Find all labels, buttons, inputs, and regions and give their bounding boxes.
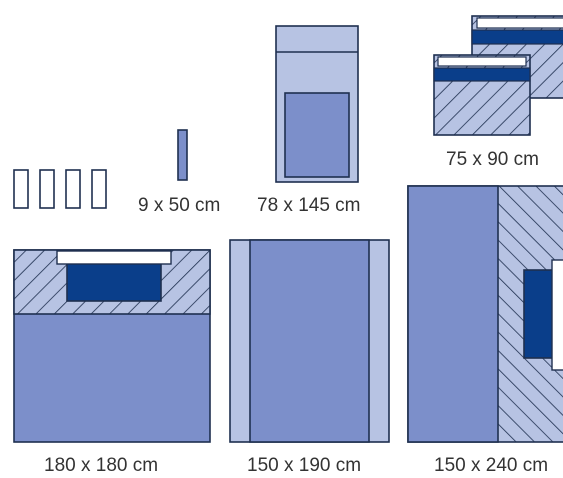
drape-150x190-shape bbox=[229, 239, 390, 443]
strip-drape bbox=[177, 129, 188, 181]
label-strip: 9 x 50 cm bbox=[138, 195, 221, 216]
drape-78x145-shape bbox=[275, 25, 359, 183]
drape-180x180-shape bbox=[13, 249, 211, 443]
drape-75x90-shape bbox=[433, 15, 563, 136]
label-75x90: 75 x 90 cm bbox=[446, 149, 539, 170]
label-150x190: 150 x 190 cm bbox=[247, 455, 362, 476]
small-rectangles-set bbox=[13, 169, 107, 209]
drape-150x240-shape bbox=[407, 185, 563, 443]
label-180x180: 180 x 180 cm bbox=[44, 455, 159, 476]
label-150x240: 150 x 240 cm bbox=[434, 455, 549, 476]
label-78x145: 78 x 145 cm bbox=[257, 195, 361, 216]
